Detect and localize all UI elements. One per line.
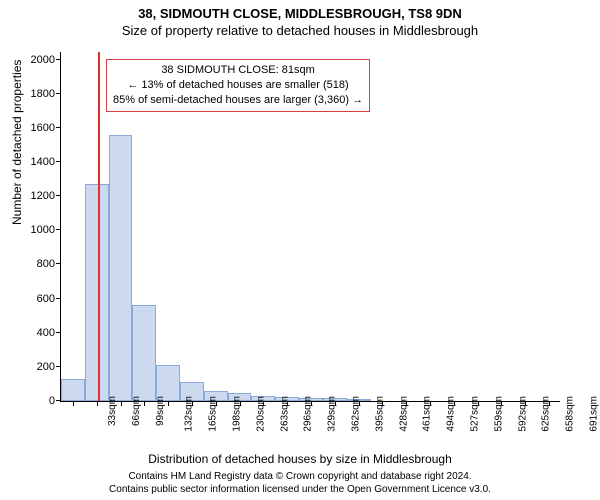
x-tick-label: 691sqm: [589, 396, 600, 432]
reference-marker-line: [98, 52, 100, 401]
x-tick-mark: [478, 401, 479, 406]
y-tick: 800: [13, 258, 55, 270]
x-tick-label: 559sqm: [493, 396, 504, 432]
x-tick-label: 395sqm: [374, 396, 385, 432]
x-tick-mark: [192, 401, 193, 406]
x-tick-mark: [382, 401, 383, 406]
x-tick-mark: [549, 401, 550, 406]
footer-line2: Contains public sector information licen…: [0, 484, 600, 497]
x-tick-label: 66sqm: [131, 396, 142, 426]
plot-region: 020040060080010001200140016001800200033s…: [60, 52, 560, 402]
y-tick: 1200: [13, 190, 55, 202]
x-tick-label: 592sqm: [517, 396, 528, 432]
x-tick-label: 494sqm: [446, 396, 457, 432]
x-tick-label: 263sqm: [279, 396, 290, 432]
histogram-bar: [109, 135, 133, 401]
y-tick: 1800: [13, 88, 55, 100]
y-tick: 2000: [13, 54, 55, 66]
x-tick-mark: [501, 401, 502, 406]
x-tick-label: 329sqm: [327, 396, 338, 432]
chart-area: 020040060080010001200140016001800200033s…: [60, 52, 560, 402]
annotation-line: 38 SIDMOUTH CLOSE: 81sqm: [113, 63, 363, 78]
y-tick: 200: [13, 361, 55, 373]
x-tick-mark: [359, 401, 360, 406]
x-axis-label: Distribution of detached houses by size …: [0, 452, 600, 466]
y-tick: 1000: [13, 224, 55, 236]
footer-line1: Contains HM Land Registry data © Crown c…: [0, 471, 600, 484]
x-tick-label: 99sqm: [155, 396, 166, 426]
y-tick: 1400: [13, 156, 55, 168]
annotation-box: 38 SIDMOUTH CLOSE: 81sqm← 13% of detache…: [106, 59, 370, 112]
x-tick-mark: [287, 401, 288, 406]
x-tick-label: 33sqm: [107, 396, 118, 426]
x-tick-label: 362sqm: [351, 396, 362, 432]
x-tick-mark: [311, 401, 312, 406]
x-tick-mark: [525, 401, 526, 406]
x-tick-label: 198sqm: [232, 396, 243, 432]
y-tick: 400: [13, 327, 55, 339]
x-tick-label: 625sqm: [541, 396, 552, 432]
x-tick-label: 296sqm: [303, 396, 314, 432]
x-tick-label: 658sqm: [565, 396, 576, 432]
x-tick-mark: [240, 401, 241, 406]
x-tick-mark: [216, 401, 217, 406]
annotation-line: ← 13% of detached houses are smaller (51…: [113, 78, 363, 93]
histogram-bar: [61, 379, 85, 401]
page-title-line1: 38, SIDMOUTH CLOSE, MIDDLESBROUGH, TS8 9…: [0, 6, 600, 21]
y-tick: 600: [13, 293, 55, 305]
x-tick-mark: [144, 401, 145, 406]
x-tick-label: 461sqm: [422, 396, 433, 432]
x-tick-label: 132sqm: [184, 396, 195, 432]
x-tick-mark: [73, 401, 74, 406]
x-tick-label: 165sqm: [208, 396, 219, 432]
title-block: 38, SIDMOUTH CLOSE, MIDDLESBROUGH, TS8 9…: [0, 0, 600, 38]
x-tick-mark: [97, 401, 98, 406]
x-tick-label: 527sqm: [470, 396, 481, 432]
x-tick-mark: [263, 401, 264, 406]
x-tick-mark: [121, 401, 122, 406]
x-tick-mark: [168, 401, 169, 406]
x-tick-label: 428sqm: [398, 396, 409, 432]
y-tick: 1600: [13, 122, 55, 134]
x-tick-mark: [454, 401, 455, 406]
page-title-line2: Size of property relative to detached ho…: [0, 23, 600, 38]
annotation-line: 85% of semi-detached houses are larger (…: [113, 93, 363, 108]
x-tick-mark: [406, 401, 407, 406]
y-tick: 0: [13, 395, 55, 407]
x-tick-mark: [430, 401, 431, 406]
x-tick-mark: [335, 401, 336, 406]
footer: Contains HM Land Registry data © Crown c…: [0, 471, 600, 496]
histogram-bar: [132, 305, 156, 401]
x-tick-label: 230sqm: [255, 396, 266, 432]
